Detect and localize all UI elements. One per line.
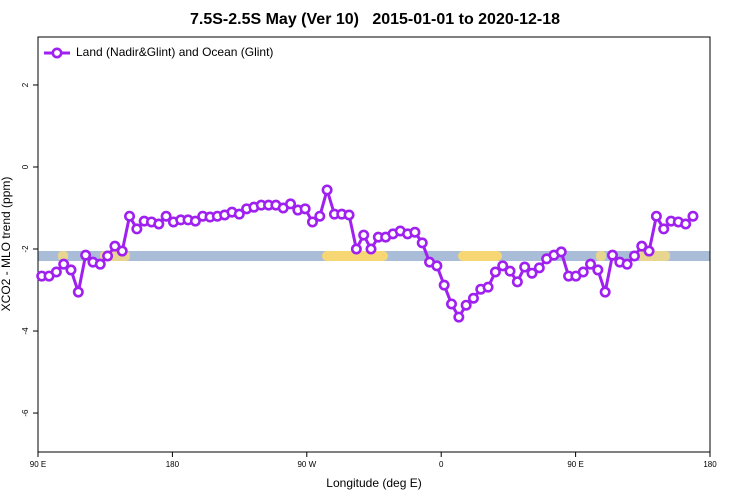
x-tick-label: 0 — [439, 460, 444, 469]
data-point — [526, 267, 538, 279]
data-point — [358, 229, 370, 241]
data-point — [460, 299, 472, 311]
data-point — [511, 276, 523, 288]
x-axis-label: Longitude (deg E) — [326, 476, 421, 490]
data-point — [533, 262, 545, 274]
data-point — [446, 298, 458, 310]
data-point — [131, 223, 143, 235]
data-point — [233, 208, 245, 220]
x-tick-label: 90 E — [30, 460, 46, 469]
data-point — [50, 266, 62, 278]
data-point — [72, 286, 84, 298]
data-point — [306, 216, 318, 228]
data-point — [350, 243, 362, 255]
x-tick-label: 90 W — [297, 460, 316, 469]
data-point — [365, 243, 377, 255]
y-tick-label: -6 — [21, 409, 30, 417]
data-point — [577, 266, 589, 278]
chart-title: 7.5S-2.5S May (Ver 10) 2015-01-01 to 202… — [190, 11, 560, 28]
data-point — [431, 260, 443, 272]
y-tick-label: -2 — [21, 245, 30, 253]
data-point — [599, 286, 611, 298]
data-point — [94, 258, 106, 270]
data-point — [585, 258, 597, 270]
land-band — [58, 251, 68, 261]
data-point — [58, 258, 70, 270]
data-point — [299, 203, 311, 215]
data-point — [628, 250, 640, 262]
data-point — [555, 246, 567, 258]
y-tick-label: 0 — [21, 164, 30, 169]
data-point — [636, 240, 648, 252]
land-band — [458, 251, 502, 261]
data-point — [680, 218, 692, 230]
data-point — [504, 265, 516, 277]
legend-label: Land (Nadir&Glint) and Ocean (Glint) — [76, 45, 273, 59]
data-point — [65, 264, 77, 276]
y-tick-label: 2 — [21, 82, 30, 87]
data-point — [343, 209, 355, 221]
x-tick-label: 180 — [703, 460, 717, 469]
data-point — [409, 226, 421, 238]
data-point — [467, 292, 479, 304]
data-point — [160, 210, 172, 222]
data-point — [116, 245, 128, 257]
x-tick-label: 180 — [166, 460, 180, 469]
data-point — [438, 279, 450, 291]
data-point — [285, 198, 297, 210]
plot-frame — [37, 36, 711, 453]
data-point — [621, 258, 633, 270]
land-band — [596, 251, 606, 261]
data-point — [153, 218, 165, 230]
data-point — [658, 223, 670, 235]
data-point — [650, 210, 662, 222]
data-point — [416, 237, 428, 249]
data-point — [519, 261, 531, 273]
data-point — [643, 245, 655, 257]
data-point — [321, 184, 333, 196]
data-point — [592, 264, 604, 276]
y-tick-label: -4 — [21, 327, 30, 335]
data-point — [314, 210, 326, 222]
data-point — [80, 249, 92, 261]
y-axis-label: XCO2 - MLO trend (ppm) — [0, 177, 13, 312]
x-tick-label: 90 E — [567, 460, 583, 469]
legend-marker — [51, 47, 63, 59]
data-point — [482, 281, 494, 293]
data-point — [497, 260, 509, 272]
data-point — [687, 210, 699, 222]
data-point — [606, 249, 618, 261]
data-point — [124, 210, 136, 222]
data-point — [102, 250, 114, 262]
data-point — [109, 240, 121, 252]
data-point — [453, 311, 465, 323]
data-point — [489, 266, 501, 278]
data-point — [189, 215, 201, 227]
